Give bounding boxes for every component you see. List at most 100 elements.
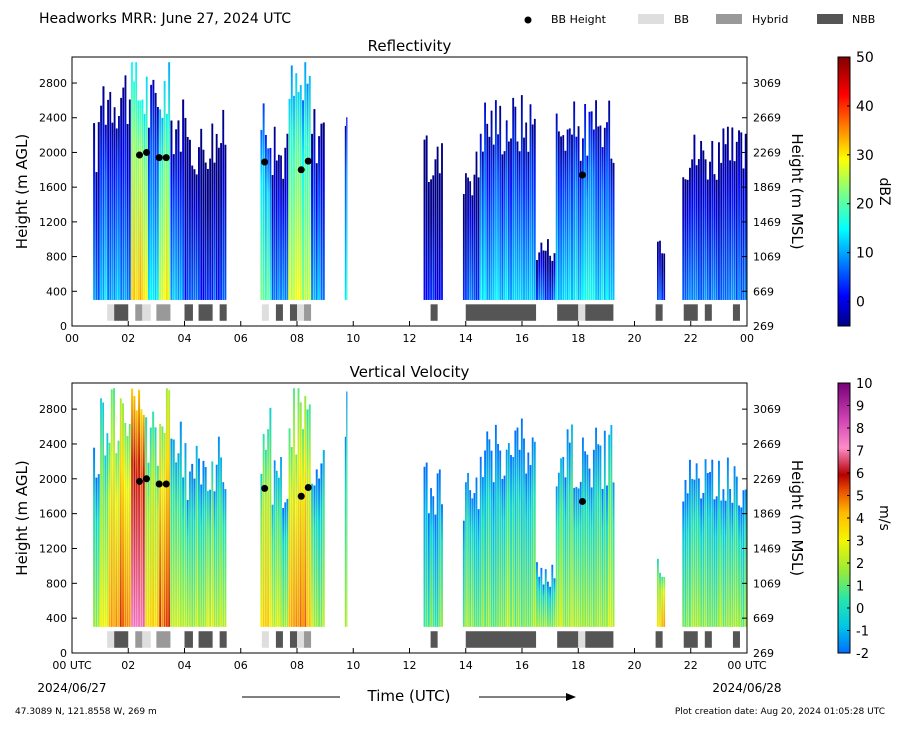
echo-strip: [209, 158, 212, 300]
echo-strip: [131, 388, 134, 627]
echo-strip: [733, 161, 736, 300]
bb-height-point: [162, 154, 170, 162]
echo-strip: [533, 118, 536, 300]
echo-strip: [724, 144, 727, 300]
y-right-tick-label: 1469: [753, 216, 781, 229]
colorbar-tick-label: 4: [856, 512, 864, 527]
echo-strip: [536, 259, 538, 300]
y-right-tick-label: 269: [753, 320, 774, 333]
y-right-tick-label: 1069: [753, 577, 781, 590]
echo-strip: [165, 388, 168, 627]
y-axis-label-left: Height (m AGL): [13, 134, 31, 249]
bb-type-bar-nbb: [465, 631, 537, 648]
echo-strip: [204, 467, 207, 627]
echo-strip: [525, 473, 528, 627]
bb-type-bar-nbb: [289, 304, 297, 321]
x-tick-label: 02: [121, 332, 135, 345]
bb-type-bar-hybrid: [156, 304, 171, 321]
echo-strip: [264, 449, 267, 627]
y-right-tick-label: 1869: [753, 508, 781, 521]
echo-strip: [150, 84, 153, 300]
echo-strip: [718, 460, 720, 627]
echo-strip: [684, 479, 687, 627]
echo-strip: [304, 395, 307, 627]
bb-height-point: [261, 484, 269, 492]
echo-strip: [159, 109, 162, 300]
echo-strip: [695, 463, 698, 627]
echo-strip: [564, 150, 567, 300]
echo-strip: [597, 126, 600, 300]
echo-strip: [700, 498, 703, 627]
bb-height-point: [304, 157, 312, 165]
echo-strip: [586, 155, 589, 300]
echo-strip: [538, 252, 541, 300]
echo-strip: [481, 151, 484, 300]
echo-strip: [295, 73, 298, 300]
echo-strip: [182, 99, 185, 300]
bb-type-bar-nbb: [430, 631, 438, 648]
bb-type-bar-nbb: [557, 304, 579, 321]
echo-strip: [280, 155, 282, 300]
echo-strip: [697, 159, 700, 300]
echo-strip: [271, 504, 274, 627]
echo-strip: [159, 423, 162, 627]
y-tick-label: 0: [60, 320, 67, 333]
echo-strip: [582, 437, 584, 627]
echo-strip: [438, 469, 441, 627]
panel-title: Vertical Velocity: [350, 363, 470, 381]
echo-strip: [299, 85, 302, 300]
echo-strip: [722, 128, 725, 300]
echo-strip: [269, 407, 272, 627]
echo-strip: [479, 133, 482, 300]
echo-strip: [179, 421, 182, 627]
echo-strip: [713, 174, 716, 300]
y-tick-label: 2400: [39, 438, 67, 451]
echo-strip: [603, 430, 606, 627]
echo-strip: [213, 491, 216, 627]
echo-strip: [128, 423, 131, 627]
echo-strip: [709, 472, 711, 627]
echo-strip: [492, 144, 495, 300]
echo-strip: [726, 126, 729, 300]
echo-strip: [484, 450, 486, 627]
echo-strip: [163, 81, 166, 300]
echo-strip: [612, 482, 615, 627]
bb-type-bar-bb: [261, 304, 269, 321]
echo-strip: [267, 429, 270, 627]
echo-strip: [661, 576, 664, 627]
echo-strip: [436, 473, 439, 627]
echo-strip: [165, 113, 168, 300]
echo-strip: [434, 514, 437, 627]
echo-strip: [501, 478, 504, 627]
bb-type-bar-nbb: [184, 631, 193, 648]
legend-swatch-2: [716, 14, 742, 24]
echo-strip: [147, 127, 150, 300]
echo-strip: [315, 469, 318, 627]
echo-strip: [282, 178, 285, 300]
x-tick-label: 10: [346, 659, 360, 672]
echo-strip: [211, 123, 214, 300]
echo-strip: [575, 486, 578, 627]
echo-strip: [313, 109, 316, 300]
echo-strip: [145, 76, 148, 300]
bb-type-bar-nbb: [704, 304, 712, 321]
echo-strip: [175, 462, 178, 627]
echo-strip: [713, 499, 716, 627]
echo-strip: [438, 173, 441, 300]
echo-strip: [657, 241, 659, 300]
echo-strip: [601, 147, 604, 300]
colorbar-tick-label: 7: [856, 445, 864, 460]
echo-strip: [465, 173, 467, 300]
echo-strip: [531, 124, 534, 300]
echo-strip: [595, 427, 597, 627]
y-right-tick-label: 1869: [753, 181, 781, 194]
echo-strip: [304, 62, 307, 300]
echo-field: [93, 388, 747, 627]
bb-type-bar-nbb: [704, 631, 712, 648]
echo-strip: [320, 463, 323, 627]
bb-height-point: [261, 158, 269, 166]
echo-strip: [686, 179, 689, 300]
echo-strip: [497, 443, 499, 627]
echo-strip: [175, 129, 178, 300]
echo-strip: [137, 100, 140, 300]
